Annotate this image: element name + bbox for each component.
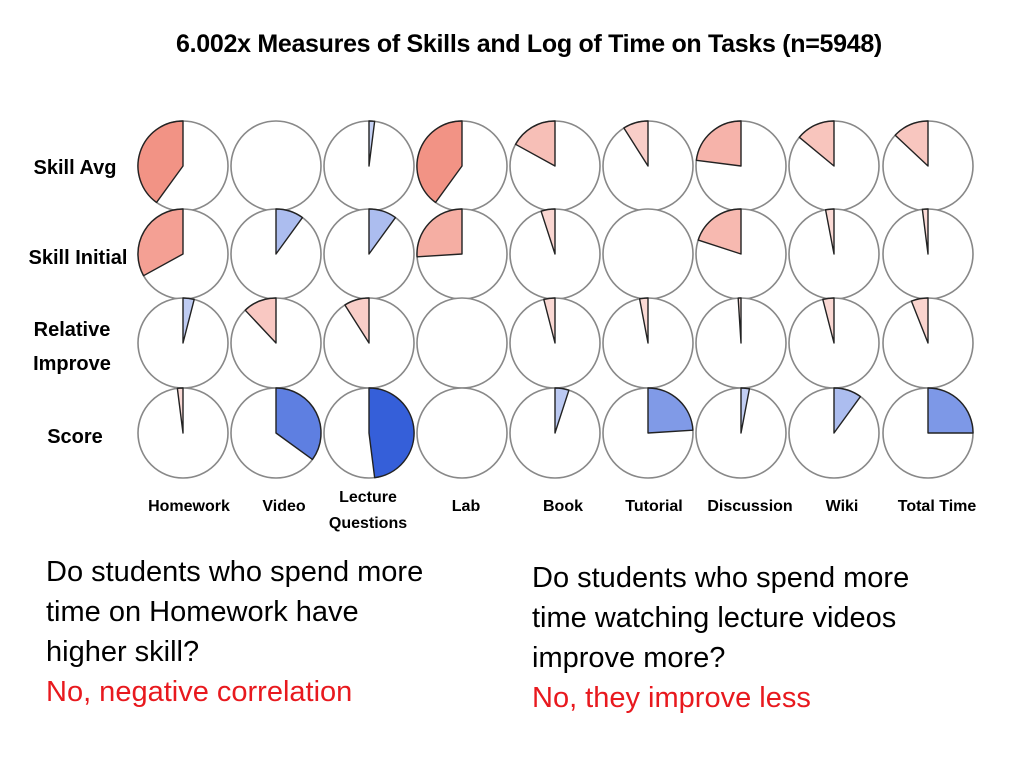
column-label-lab: Lab	[451, 498, 481, 515]
pie-score-lab-circle	[416, 387, 508, 479]
column-label-book: Book	[543, 498, 583, 515]
row-label-relative-improve: Relative Improve	[33, 319, 111, 375]
pie-relative-improve-lecture-questions-wedge	[344, 297, 370, 344]
pie-skill-initial-book-wedge	[540, 208, 556, 255]
pie-score-tutorial-wedge	[647, 387, 694, 434]
pie-score-book-wedge	[554, 387, 570, 434]
column-label-tutorial: Tutorial	[625, 498, 683, 515]
pie-skill-avg-discussion-wedge	[695, 120, 742, 167]
pie-skill-avg-book-wedge	[514, 120, 556, 167]
left-question-text: Do students who spend more time on Homew…	[46, 556, 424, 668]
pie-relative-improve-wiki-wedge	[822, 297, 835, 344]
slide-title: 6.002x Measures of Skills and Log of Tim…	[176, 30, 882, 58]
pie-skill-initial-tutorial-circle	[602, 208, 694, 300]
row-label-skill-initial: Skill Initial	[28, 247, 128, 269]
pie-score-wiki-wedge	[833, 387, 862, 434]
pie-score-homework-wedge	[176, 387, 184, 434]
pie-skill-avg-homework-wedge	[137, 120, 184, 204]
row-label-skill-avg: Skill Avg	[33, 157, 117, 179]
column-label-lecture-questions: Lecture Questions	[328, 489, 408, 532]
pie-skill-avg-total-time-wedge	[894, 120, 929, 167]
left-question-block: Do students who spend more time on Homew…	[46, 552, 426, 712]
column-label-discussion: Discussion	[707, 498, 793, 515]
column-label-total-time: Total Time	[897, 498, 977, 515]
pie-relative-improve-video-wedge	[244, 297, 277, 344]
pie-relative-improve-book-wedge	[543, 297, 556, 344]
column-label-video: Video	[262, 498, 306, 515]
pie-skill-initial-discussion-wedge	[697, 208, 742, 255]
pie-skill-initial-lecture-questions-wedge	[368, 208, 397, 255]
column-label-homework: Homework	[148, 498, 230, 515]
pie-score-discussion-wedge	[740, 387, 751, 434]
pie-skill-initial-lab-wedge	[416, 208, 463, 258]
pie-skill-initial-video-wedge	[275, 208, 304, 255]
right-answer-text: No, they improve less	[532, 682, 811, 714]
left-answer-text: No, negative correlation	[46, 676, 353, 708]
pie-score-total-time-wedge	[927, 387, 974, 434]
pie-skill-avg-video-circle	[230, 120, 322, 212]
pie-skill-avg-lecture-questions-wedge	[368, 120, 376, 167]
pie-skill-avg-tutorial-wedge	[623, 120, 649, 167]
pie-score-lecture-questions-wedge	[368, 387, 415, 479]
row-label-score: Score	[47, 426, 103, 448]
pie-skill-avg-lab-wedge	[416, 120, 463, 204]
pie-skill-initial-total-time-wedge	[921, 208, 929, 255]
pie-skill-avg-wiki-wedge	[798, 120, 835, 167]
column-label-wiki: Wiki	[825, 498, 859, 515]
pie-relative-improve-tutorial-wedge	[638, 297, 649, 344]
pie-relative-improve-total-time-wedge	[910, 297, 929, 344]
pie-skill-initial-wiki-wedge	[824, 208, 835, 255]
right-question-block: Do students who spend more time watching…	[532, 558, 962, 718]
pie-relative-improve-homework-wedge	[182, 297, 195, 344]
pie-relative-improve-discussion-wedge	[737, 297, 742, 344]
pie-skill-initial-homework-wedge	[137, 208, 184, 277]
pie-relative-improve-lab-circle	[416, 297, 508, 389]
pie-score-video-wedge	[275, 387, 322, 461]
right-question-text: Do students who spend more time watching…	[532, 562, 910, 674]
